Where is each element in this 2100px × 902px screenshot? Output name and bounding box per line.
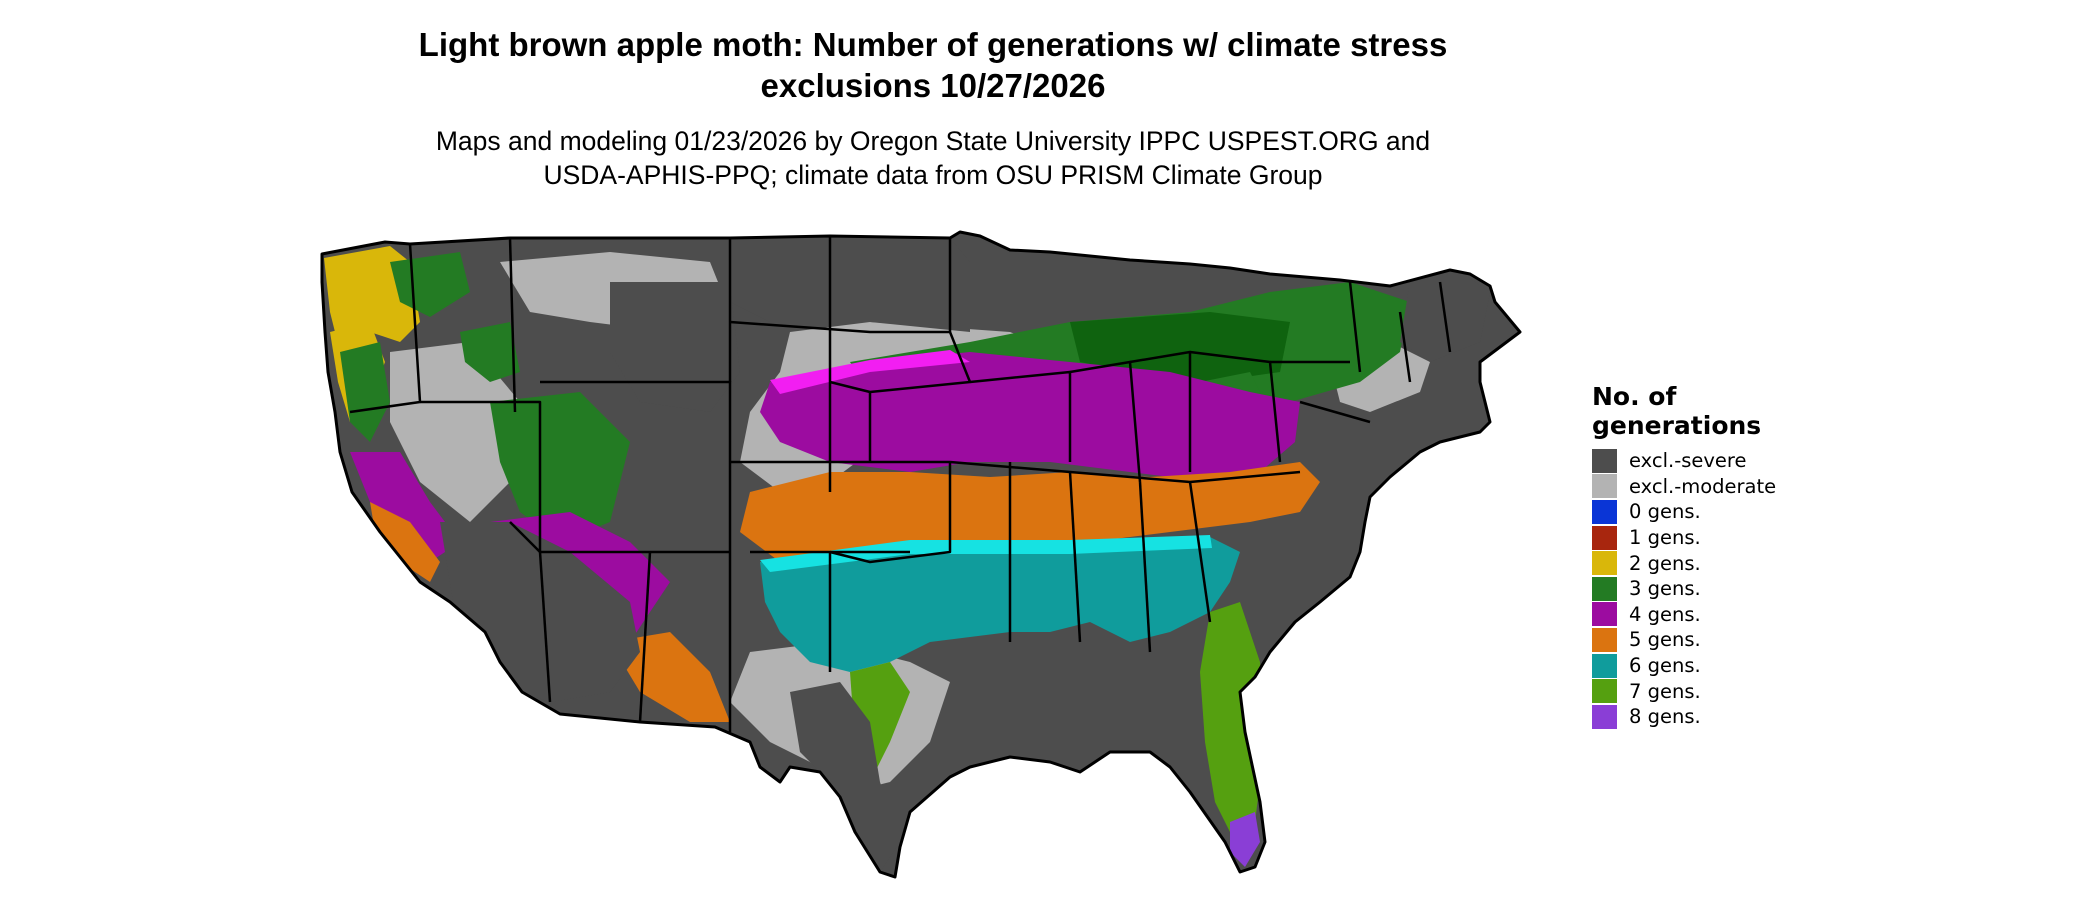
legend-label: excl.-moderate bbox=[1629, 474, 1777, 498]
legend-label: 1 gens. bbox=[1629, 526, 1701, 550]
legend-label: 0 gens. bbox=[1629, 500, 1701, 524]
map-subtitle-line-1: Maps and modeling 01/23/2026 by Oregon S… bbox=[435, 126, 1431, 156]
excl-severe-rockies bbox=[610, 282, 740, 412]
legend-title-line-2: generations bbox=[1592, 411, 1762, 440]
state-border bbox=[1348, 281, 1362, 373]
state-border bbox=[638, 551, 652, 723]
legend-item: 3 gens. bbox=[1592, 576, 1792, 602]
legend-item: 7 gens. bbox=[1592, 678, 1792, 704]
legend-swatch bbox=[1592, 627, 1617, 652]
gen3-utah-colorado bbox=[490, 392, 630, 542]
excl-moderate-nevada bbox=[390, 342, 520, 522]
legend-label: 4 gens. bbox=[1629, 602, 1701, 626]
state-border bbox=[508, 237, 517, 413]
legend-swatch bbox=[1592, 474, 1617, 499]
gen4-bright-edge bbox=[770, 350, 970, 394]
gen3-idaho bbox=[460, 322, 520, 382]
excl-severe-northern-plains bbox=[730, 238, 970, 332]
state-border bbox=[1068, 471, 1082, 643]
legend-title-line-1: No. of bbox=[1592, 382, 1677, 411]
map-regions bbox=[322, 232, 1520, 877]
legend-label: 6 gens. bbox=[1629, 654, 1701, 678]
map-title: Light brown apple moth: Number of genera… bbox=[0, 24, 1866, 106]
state-border bbox=[829, 331, 972, 394]
legend-swatch bbox=[1592, 576, 1617, 601]
legend-item: 0 gens. bbox=[1592, 499, 1792, 525]
gen6-gulf bbox=[760, 537, 1240, 672]
map-subtitle-line-2: USDA-APHIS-PPQ; climate data from OSU PR… bbox=[543, 160, 1323, 190]
legend-item: 8 gens. bbox=[1592, 704, 1792, 730]
state-border bbox=[538, 551, 552, 703]
legend-title: No. of generations bbox=[1592, 382, 1792, 440]
state-border bbox=[1398, 311, 1412, 383]
legend-item: 6 gens. bbox=[1592, 653, 1792, 679]
gen7-florida bbox=[1200, 602, 1265, 842]
legend-swatch bbox=[1592, 653, 1617, 678]
excl-severe-texas bbox=[790, 682, 900, 872]
legend-swatch bbox=[1592, 499, 1617, 524]
gen4-central-band bbox=[760, 352, 1300, 482]
legend-label: 8 gens. bbox=[1629, 705, 1701, 729]
map-title-line-1: Light brown apple moth: Number of genera… bbox=[418, 26, 1448, 63]
state-border bbox=[420, 400, 542, 552]
legend-item: 5 gens. bbox=[1592, 627, 1792, 653]
legend-label: 3 gens. bbox=[1629, 577, 1701, 601]
us-generations-map bbox=[320, 230, 1522, 879]
legend-item: excl.-moderate bbox=[1592, 474, 1792, 500]
gen4-california bbox=[350, 452, 460, 562]
legend-item: 4 gens. bbox=[1592, 602, 1792, 628]
state-border bbox=[729, 238, 952, 334]
gen5-california-south bbox=[370, 502, 440, 582]
state-border bbox=[1138, 481, 1152, 653]
legend-items: excl.-severe excl.-moderate 0 gens. 1 gens.… bbox=[1592, 448, 1792, 730]
legend-swatch bbox=[1592, 602, 1617, 627]
legend-label: 7 gens. bbox=[1629, 679, 1701, 703]
legend: No. of generations excl.-severe excl.-mod… bbox=[1592, 382, 1792, 730]
legend-label: 5 gens. bbox=[1629, 628, 1701, 652]
legend-item: excl.-severe bbox=[1592, 448, 1792, 474]
legend-item: 2 gens. bbox=[1592, 550, 1792, 576]
us-outline bbox=[320, 230, 1522, 879]
legend-swatch bbox=[1592, 448, 1617, 473]
legend-swatch bbox=[1592, 551, 1617, 576]
legend-swatch bbox=[1592, 704, 1617, 729]
state-borders bbox=[320, 230, 1522, 879]
gen3-california bbox=[340, 342, 390, 442]
state-border bbox=[1299, 400, 1371, 424]
legend-swatch bbox=[1592, 679, 1617, 704]
legend-item: 1 gens. bbox=[1592, 525, 1792, 551]
state-border bbox=[1438, 281, 1452, 353]
state-border bbox=[829, 462, 952, 564]
gen3-ohio-valley bbox=[1070, 312, 1290, 382]
gen6-bright-edge bbox=[760, 535, 1212, 572]
gen8-florida-tip bbox=[1230, 812, 1260, 867]
map-title-line-2: exclusions 10/27/2026 bbox=[760, 67, 1106, 104]
legend-label: excl.-severe bbox=[1629, 449, 1747, 473]
legend-label: 2 gens. bbox=[1629, 551, 1701, 575]
legend-swatch bbox=[1592, 525, 1617, 550]
state-border bbox=[1188, 481, 1212, 623]
map-subtitle: Maps and modeling 01/23/2026 by Oregon S… bbox=[0, 124, 1866, 192]
gen5-texas-west bbox=[610, 632, 730, 722]
gen3-washington bbox=[390, 252, 470, 317]
